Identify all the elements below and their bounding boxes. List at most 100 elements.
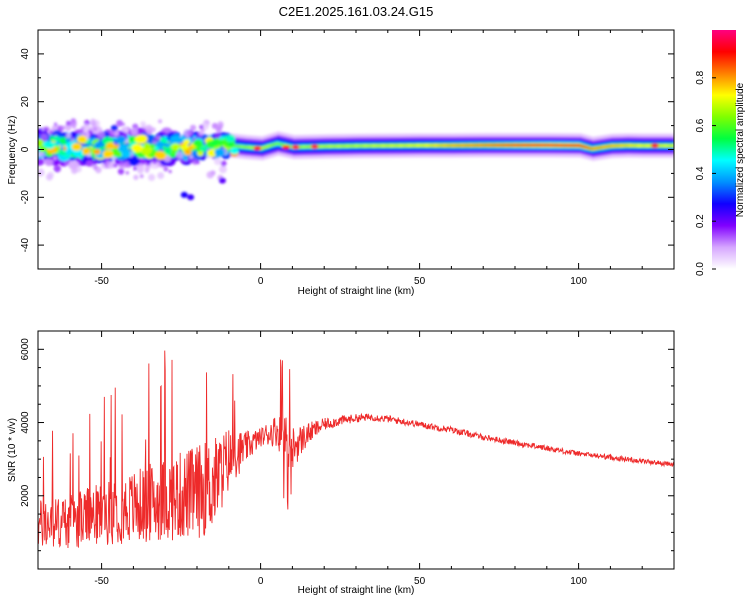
- spectrogram-cell: [646, 144, 650, 147]
- spectrogram-cell: [400, 144, 403, 147]
- snr-y-tick-label: 2000: [20, 484, 31, 507]
- spectrogram-cell: [591, 147, 594, 151]
- spectrogram-cell: [486, 143, 489, 147]
- spectrogram-cell: [491, 143, 494, 147]
- spectrogram-cell: [602, 145, 605, 149]
- spectrogram-cell: [52, 135, 60, 142]
- spectrogram-cell: [600, 146, 603, 149]
- spectrogram-cell: [627, 144, 630, 147]
- spectrogram-cell: [511, 143, 514, 147]
- spectrogram-cell: [441, 144, 444, 147]
- spectrogram-cell: [565, 144, 568, 147]
- spectrogram-cell: [332, 144, 335, 148]
- spectrogram-cell: [163, 166, 169, 172]
- spectrogram-cell: [65, 137, 72, 143]
- spectrogram-cell: [411, 144, 414, 147]
- spectrogram-cell: [392, 144, 395, 147]
- spectrogram-cell: [263, 146, 266, 149]
- spectrogram-cell: [289, 145, 292, 148]
- spectrogram-cell: [608, 144, 611, 148]
- spectrogram-cell: [189, 155, 194, 159]
- spectrogram-cell: [137, 167, 144, 174]
- spectrogram-cell: [551, 143, 554, 147]
- spectrogram-cell: [343, 144, 346, 148]
- spectrogram-cell: [640, 144, 643, 147]
- spectrogram-cell: [518, 143, 521, 147]
- spectrogram-cell: [187, 194, 195, 201]
- spectrogram-cell: [502, 143, 505, 147]
- spectrogram-cell: [648, 144, 651, 147]
- spectrogram-cell: [597, 146, 600, 150]
- spectrogram-cell: [405, 144, 408, 147]
- spectrogram-cell: [183, 139, 190, 145]
- spectrogram-cell: [207, 149, 218, 157]
- spectrogram-cell: [110, 124, 118, 131]
- spectrogram-cell: [274, 142, 277, 146]
- spectrogram-cell: [659, 144, 662, 147]
- spectrogram-cell: [284, 144, 287, 147]
- spectrogram-cell: [430, 144, 433, 147]
- spectrogram-cell: [246, 145, 249, 149]
- spectrogram-cell: [53, 122, 58, 126]
- spectrogram-cell: [72, 161, 80, 169]
- spectrogram-cell: [236, 144, 239, 148]
- spectrogram-cell: [306, 145, 309, 149]
- spectrogram-cell: [94, 142, 103, 149]
- spectrogram-cell: [273, 143, 276, 146]
- spectrogram-cell: [336, 144, 340, 148]
- spectrogram-cell: [349, 144, 352, 148]
- spectrogram-cell: [217, 121, 224, 128]
- spectrogram-cell: [387, 144, 390, 147]
- spectrogram-cell: [328, 145, 332, 148]
- spectrogram-cell: [140, 121, 146, 127]
- spectrogram-cell: [589, 147, 592, 150]
- spectrogram-cell: [243, 145, 246, 149]
- spectrogram-cell: [180, 144, 189, 151]
- spectrogram-cell: [281, 143, 284, 146]
- spectrogram-cell: [219, 165, 227, 174]
- spectrogram-cell: [635, 144, 638, 147]
- spectrogram-cell: [348, 144, 351, 148]
- spectrogram-cell: [592, 147, 595, 150]
- snr-series-line: [38, 350, 674, 549]
- spectrogram-cell: [152, 160, 157, 165]
- spectrogram-cell: [527, 143, 530, 147]
- spectrogram-cell: [535, 143, 538, 147]
- spectrogram-cell: [156, 134, 161, 140]
- spectrogram-cell: [351, 144, 354, 148]
- spectrogram-cell: [162, 146, 165, 149]
- spectrogram-cell: [225, 134, 236, 143]
- colorbar-tick-label: 0.2: [695, 214, 706, 228]
- spectrogram-cell: [495, 143, 499, 147]
- spectrogram-cell: [105, 160, 111, 166]
- spectrogram-cell: [643, 144, 646, 147]
- spectrogram-cell: [235, 144, 238, 148]
- spectrogram-cell: [170, 149, 177, 155]
- spectrogram-cell: [503, 143, 506, 147]
- spectrogram-cell: [144, 162, 149, 166]
- spectrogram-cell: [282, 143, 285, 147]
- spectrogram-y-tick-label: 0: [20, 146, 31, 152]
- spectrogram-cell: [365, 144, 368, 148]
- spectrogram-cell: [537, 143, 540, 147]
- spectrogram-cell: [546, 143, 549, 147]
- spectrogram-cell: [499, 143, 502, 147]
- spectrogram-cell: [507, 143, 510, 147]
- spectrogram-cell: [317, 145, 320, 148]
- spectrogram-cell: [492, 143, 495, 147]
- spectrogram-cell: [291, 145, 300, 150]
- spectrogram-cell: [357, 144, 360, 148]
- spectrogram-cell: [113, 163, 118, 168]
- spectrogram-cell: [669, 144, 672, 147]
- snr-x-tick-label: 50: [414, 576, 426, 587]
- spectrogram-cell: [39, 151, 45, 156]
- spectrogram-cell: [572, 144, 575, 147]
- spectrogram-cell: [324, 145, 327, 148]
- spectrogram-cell: [472, 143, 475, 147]
- spectrogram-cell: [211, 122, 218, 129]
- spectrogram-cell: [446, 144, 449, 147]
- spectrogram-cell: [670, 144, 673, 147]
- spectrogram-cell: [605, 145, 608, 148]
- spectrogram-cell: [266, 145, 270, 148]
